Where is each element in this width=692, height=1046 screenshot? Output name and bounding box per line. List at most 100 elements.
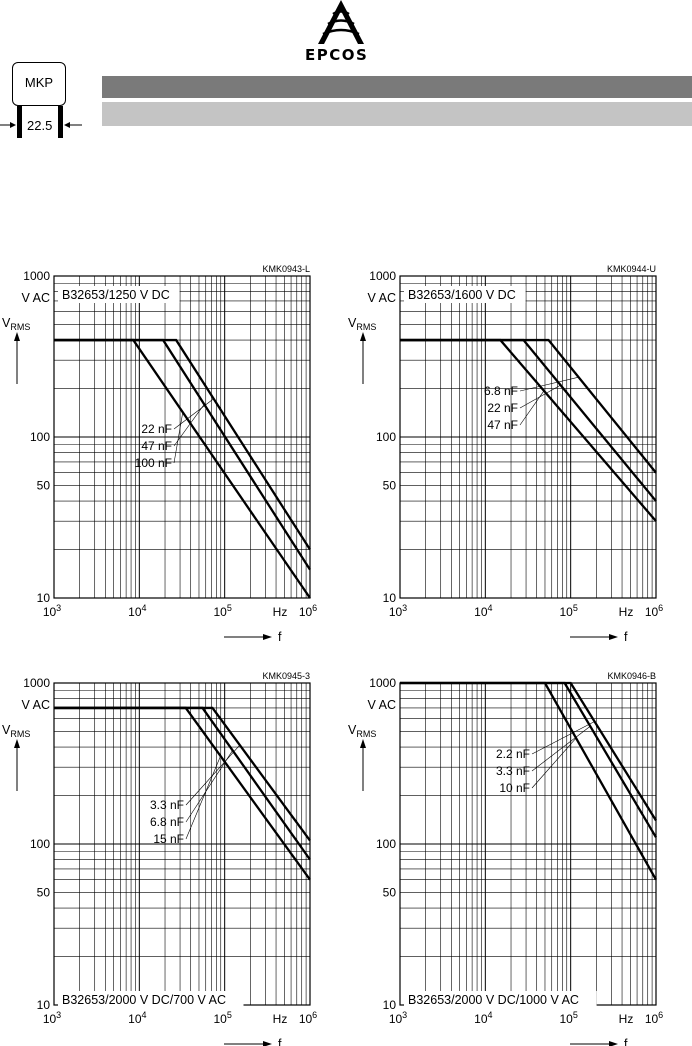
series-label-6-8-nf: 6.8 nF <box>484 384 518 398</box>
y-tick-label: 100 <box>376 430 396 444</box>
chart-code: KMK0944-U <box>607 264 656 274</box>
series-label-3-3-nf: 3.3 nF <box>496 764 530 778</box>
x-tick-label: 105 <box>559 1010 577 1026</box>
y-tick-label: 1000 <box>23 269 50 283</box>
chart-title: B32653/2000 V DC/700 V AC <box>62 993 226 1007</box>
x-axis-arrowhead <box>263 1041 272 1046</box>
x-axis-label: f <box>278 1037 282 1046</box>
lead-right <box>58 106 63 138</box>
header-bar-dark <box>102 76 692 98</box>
series-leader-line <box>519 384 561 409</box>
x-tick-label: 105 <box>213 603 231 619</box>
x-tick-label: 106 <box>299 603 317 619</box>
y-tick-label: 10 <box>37 998 51 1012</box>
y-unit-label: V AC <box>368 291 397 305</box>
y-axis-label: VRMS <box>2 316 30 332</box>
series-label-47-nf: 47 nF <box>141 439 172 453</box>
y-unit-label: V AC <box>22 698 51 712</box>
series-line-10-nf <box>400 681 658 881</box>
y-tick-label: 10 <box>383 998 397 1012</box>
chart-1600v: B32653/1600 V DC KMK0944-U 1000 100 50 10 V AC… <box>348 264 663 644</box>
y-tick-label: 100 <box>376 837 396 851</box>
x-axis-arrowhead <box>609 634 618 640</box>
chart-title-bg <box>58 286 180 303</box>
y-tick-label: 1000 <box>369 269 396 283</box>
lead-left <box>17 106 22 138</box>
y-axis-arrowhead <box>360 332 366 341</box>
y-tick-label: 100 <box>30 837 50 851</box>
chart-title: B32653/1250 V DC <box>62 288 170 302</box>
y-tick-label: 50 <box>37 885 51 899</box>
y-unit-label: V AC <box>22 291 51 305</box>
y-axis-label: VRMS <box>348 723 376 739</box>
series-label-47-nf: 47 nF <box>487 418 518 432</box>
y-axis-label: VRMS <box>348 316 376 332</box>
y-tick-label: 10 <box>37 591 51 605</box>
y-tick-label: 100 <box>30 430 50 444</box>
x-tick-label: 103 <box>43 603 61 619</box>
pitch-label: 22.5 <box>27 118 53 133</box>
y-unit-label: V AC <box>368 698 397 712</box>
series-label-22-nf: 22 nF <box>487 401 518 415</box>
series-label-3-3-nf: 3.3 nF <box>150 798 184 812</box>
y-tick-label: 1000 <box>23 676 50 690</box>
x-tick-label: 106 <box>299 1010 317 1026</box>
x-unit-label: Hz <box>619 605 634 619</box>
series-label-10-nf: 10 nF <box>499 781 530 795</box>
plot-frame <box>53 275 311 599</box>
x-tick-label: 106 <box>645 603 663 619</box>
series-line-47-nf <box>400 338 657 522</box>
y-tick-label: 50 <box>37 478 51 492</box>
series-leader-line <box>173 404 205 447</box>
x-axis-arrowhead <box>263 634 272 640</box>
y-tick-label: 10 <box>383 591 397 605</box>
x-tick-label: 104 <box>474 1010 492 1026</box>
x-tick-label: 104 <box>128 1010 146 1026</box>
series-leader-line <box>185 755 221 840</box>
chart-code: KMK0946-B <box>607 671 656 681</box>
x-unit-label: Hz <box>273 605 288 619</box>
chart-1250v: B32653/1250 V DC KMK0943-L 1000 100 50 10 V AC… <box>2 264 317 644</box>
series-line-47-nf <box>54 338 311 571</box>
x-tick-label: 103 <box>43 1010 61 1026</box>
header-bar-light <box>102 102 692 126</box>
chart-title-bg <box>404 286 526 303</box>
chart-title: B32653/2000 V DC/1000 V AC <box>408 993 579 1007</box>
x-unit-label: Hz <box>619 1012 634 1026</box>
x-tick-label: 106 <box>645 1010 663 1026</box>
series-line-15-nf <box>54 706 311 881</box>
x-axis-label: f <box>624 630 628 644</box>
badge-label: MKP <box>24 75 54 90</box>
series-leader-line <box>173 412 184 464</box>
x-tick-label: 103 <box>389 603 407 619</box>
dimension-arrows <box>0 122 82 128</box>
y-tick-label: 50 <box>383 885 397 899</box>
x-tick-label: 105 <box>213 1010 231 1026</box>
y-tick-label: 50 <box>383 478 397 492</box>
x-tick-label: 104 <box>128 603 146 619</box>
y-axis-label: VRMS <box>2 723 30 739</box>
plot-frame <box>399 275 657 599</box>
series-leader-line <box>519 390 545 426</box>
x-tick-label: 105 <box>559 603 577 619</box>
chart-title: B32653/1600 V DC <box>408 288 516 302</box>
x-axis-label: f <box>278 630 282 644</box>
series-leader-line <box>531 737 577 789</box>
series-leader-line <box>531 725 591 772</box>
capacitor-badge: MKP <box>12 62 66 106</box>
series-leader-line <box>519 376 579 392</box>
series-label-2-2-nf: 2.2 nF <box>496 747 530 761</box>
x-axis-arrowhead <box>609 1041 618 1046</box>
x-unit-label: Hz <box>273 1012 288 1026</box>
x-tick-label: 103 <box>389 1010 407 1026</box>
series-label-6-8-nf: 6.8 nF <box>150 815 184 829</box>
series-line-100-nf <box>54 338 311 599</box>
series-label-100-nf: 100 nF <box>135 456 172 470</box>
chart-title-bg <box>404 991 597 1008</box>
series-label-22-nf: 22 nF <box>141 422 172 436</box>
chart-2000v-1000vac: B32653/2000 V DC/1000 V AC KMK0946-B 1000 1… <box>348 671 663 1046</box>
y-axis-arrowhead <box>14 739 20 748</box>
x-tick-label: 104 <box>474 603 492 619</box>
chart-code: KMK0945-3 <box>262 671 310 681</box>
chart-title-bg <box>58 991 244 1008</box>
